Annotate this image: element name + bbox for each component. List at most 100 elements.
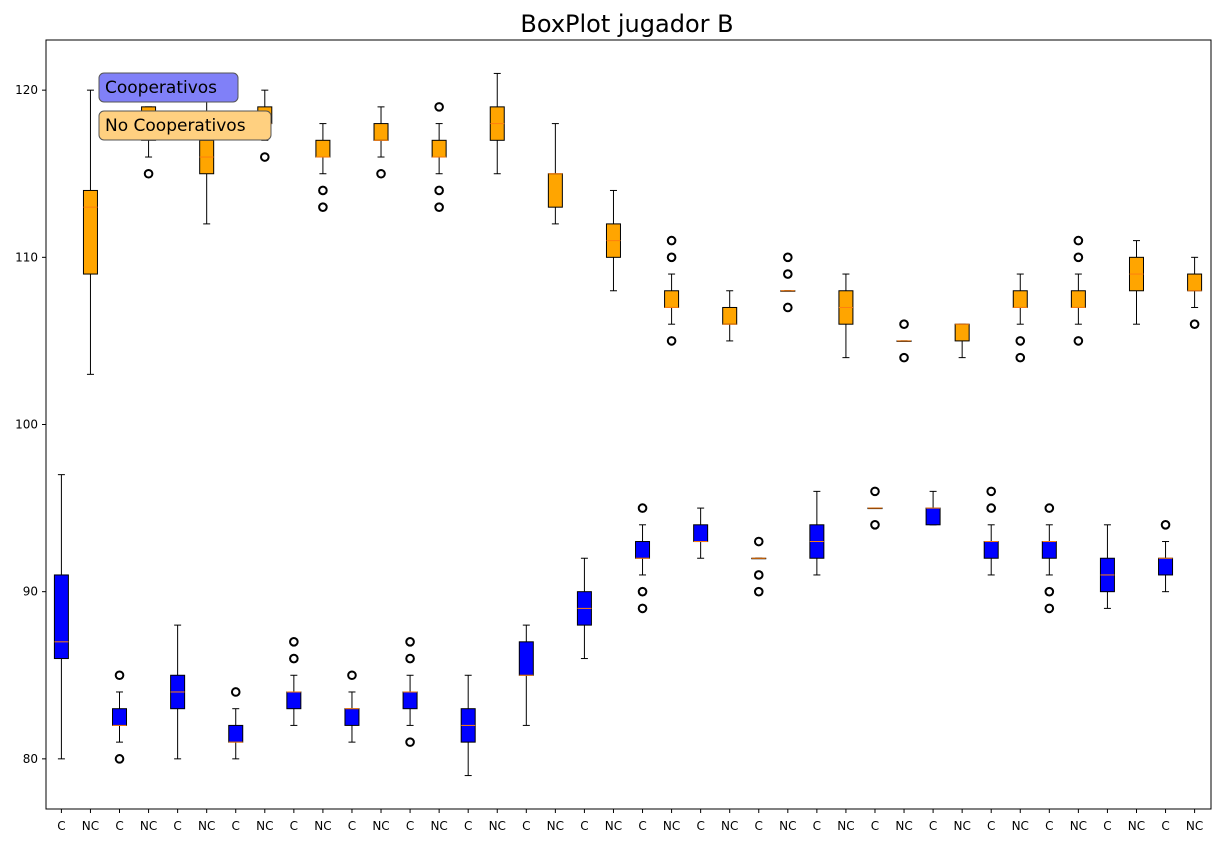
box <box>635 541 651 559</box>
box <box>1012 290 1028 308</box>
outlier-point <box>1073 235 1084 246</box>
x-tick-label: C <box>232 819 240 833</box>
x-tick-label: NC <box>1128 819 1145 833</box>
box-group-5 <box>170 624 186 760</box>
x-tick-label: C <box>464 819 472 833</box>
box-group-22 <box>664 235 680 346</box>
box <box>373 123 389 141</box>
x-tick-label: NC <box>198 819 215 833</box>
box-group-12 <box>373 106 389 179</box>
outlier-point <box>637 503 648 513</box>
box-group-2 <box>82 89 98 375</box>
outlier-point <box>753 570 764 580</box>
x-tick-label: C <box>406 819 414 833</box>
box <box>53 574 69 660</box>
x-tick-label: NC <box>1012 819 1029 833</box>
box-group-20 <box>605 189 621 292</box>
plot-area <box>45 39 1212 810</box>
x-tick-label: NC <box>82 819 99 833</box>
x-tick-label: C <box>813 819 821 833</box>
plot-frame <box>45 39 1212 810</box>
box-group-9 <box>286 637 302 726</box>
box-group-32 <box>954 323 970 359</box>
outlier-point <box>405 737 415 747</box>
y-tick-label: 90 <box>23 585 38 599</box>
x-tick-label: C <box>929 819 937 833</box>
box <box>402 691 418 710</box>
x-tick-label: C <box>580 819 588 833</box>
legend-box-c <box>98 72 239 103</box>
x-tick-label: NC <box>953 819 970 833</box>
outlier-point <box>666 235 677 246</box>
box-group-7 <box>228 687 244 760</box>
x-tick-label: C <box>522 819 530 833</box>
outlier-point <box>114 670 125 681</box>
box-group-26 <box>780 252 796 313</box>
box-group-35 <box>1041 503 1057 614</box>
box-group-16 <box>489 72 505 175</box>
outlier-point <box>1189 319 1200 329</box>
outlier-point <box>289 637 299 647</box>
box-group-24 <box>722 290 738 342</box>
box-group-37 <box>1099 524 1115 609</box>
x-tick-label: C <box>987 819 995 833</box>
outlier-point <box>666 336 677 346</box>
outlier-point <box>289 653 299 664</box>
chart-title: BoxPlot jugador B <box>520 10 733 38</box>
x-tick-label: NC <box>314 819 331 833</box>
box <box>431 139 447 158</box>
outlier-point <box>753 586 764 597</box>
x-tick-label: C <box>173 819 181 833</box>
outlier-point <box>986 503 997 513</box>
outlier-point <box>899 319 909 329</box>
box <box>1070 290 1086 308</box>
box-group-21 <box>635 503 651 614</box>
outlier-point <box>986 486 997 497</box>
box <box>112 708 128 726</box>
box-group-14 <box>431 102 447 212</box>
box-group-10 <box>315 123 331 212</box>
outlier-point <box>230 687 241 697</box>
x-tick-label: NC <box>489 819 506 833</box>
box <box>82 189 98 275</box>
x-tick-label: NC <box>837 819 854 833</box>
box-group-38 <box>1128 240 1144 325</box>
x-tick-label: C <box>348 819 356 833</box>
outlier-point <box>405 637 415 647</box>
box <box>344 708 360 726</box>
x-tick-label: NC <box>663 819 680 833</box>
y-tick-label: 80 <box>23 752 38 766</box>
x-tick-label: NC <box>779 819 796 833</box>
outlier-point <box>318 202 328 212</box>
x-tick-label: C <box>57 819 65 833</box>
y-tick-label: 120 <box>15 83 38 97</box>
box-group-36 <box>1070 235 1086 346</box>
outlier-point <box>783 269 793 279</box>
x-tick-label: NC <box>140 819 157 833</box>
box <box>228 724 244 743</box>
box <box>315 139 331 158</box>
box-group-3 <box>112 670 128 764</box>
x-tick-label: NC <box>256 819 273 833</box>
outlier-point <box>1044 503 1055 513</box>
outlier-point <box>405 653 415 664</box>
box-group-28 <box>838 273 854 359</box>
y-axis: 80 90 100 110 120 <box>15 83 46 766</box>
outlier-point <box>143 168 154 179</box>
outlier-point <box>114 754 125 764</box>
x-tick-label: C <box>696 819 704 833</box>
x-tick-label: C <box>755 819 763 833</box>
outlier-point <box>1044 603 1055 614</box>
x-tick-label: C <box>871 819 879 833</box>
x-tick-label: NC <box>721 819 738 833</box>
y-tick-label: 110 <box>15 250 38 264</box>
outlier-point <box>899 352 909 363</box>
box <box>983 541 999 559</box>
x-axis: C NC C NC C NC C NC C NC C NC C NC C NC C NC C NC C NC C NC C NC C… <box>57 809 1203 833</box>
box-group-25 <box>751 536 767 597</box>
outlier-point <box>1073 252 1084 263</box>
box-group-29 <box>867 486 883 530</box>
box-group-31 <box>925 490 941 526</box>
box-group-34 <box>1012 273 1028 363</box>
outlier-point <box>376 168 386 179</box>
